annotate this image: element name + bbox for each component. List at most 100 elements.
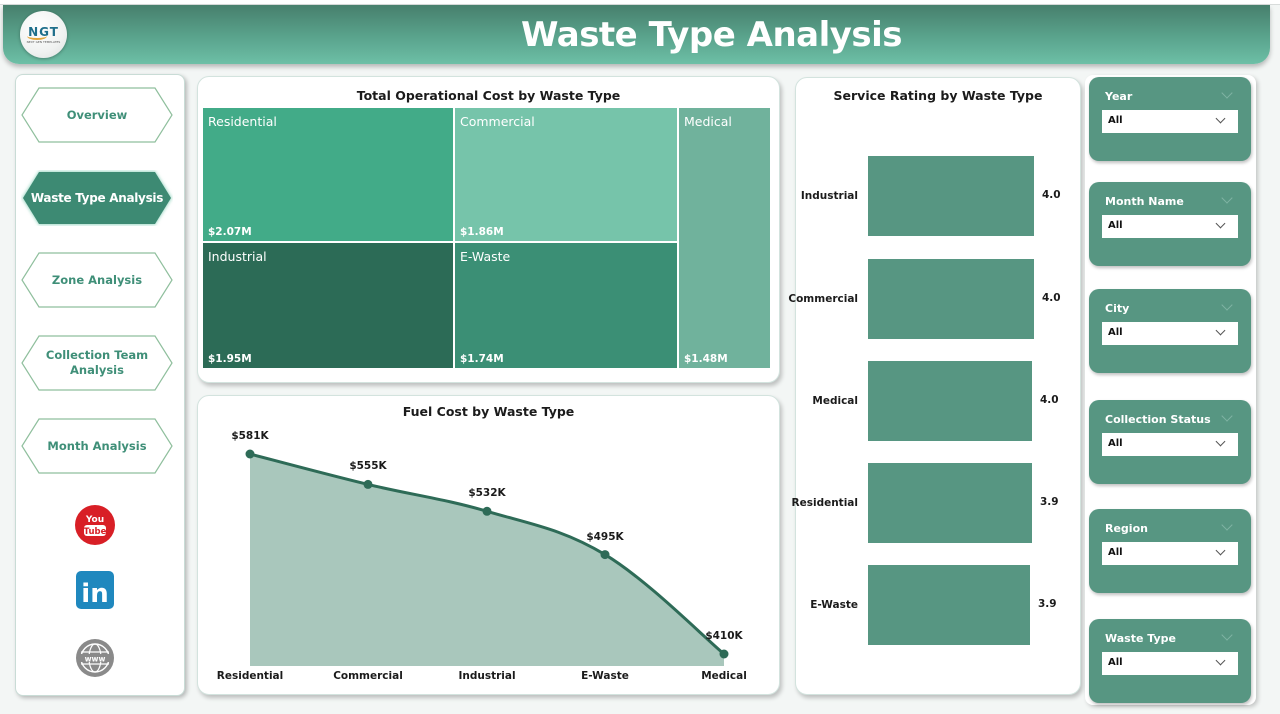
chevron-down-icon	[1215, 218, 1226, 229]
slicer-dropdown[interactable]: All	[1102, 433, 1238, 456]
svg-text:You: You	[85, 515, 104, 525]
logo-swoosh	[27, 32, 47, 40]
logo-subtext: NEXT GEN TEMPLATES	[26, 40, 61, 44]
data-point[interactable]	[482, 506, 492, 516]
x-axis-label: Commercial	[333, 670, 403, 682]
page-title: Waste Type Analysis	[520, 15, 903, 55]
rating-bar[interactable]	[868, 361, 1032, 441]
x-axis-label: E-Waste	[581, 670, 629, 682]
data-point[interactable]	[245, 449, 255, 459]
data-label: $532K	[468, 487, 506, 500]
data-label: $555K	[349, 460, 387, 473]
bar-row: Medical 4.0	[796, 361, 1080, 441]
chevron-down-icon[interactable]	[1221, 192, 1233, 204]
treemap-cell-label: Commercial	[460, 114, 535, 129]
chevron-down-icon	[1215, 655, 1226, 666]
data-label: $581K	[231, 430, 269, 442]
slicer-selected-value: All	[1108, 547, 1123, 558]
slicer-selected-value: All	[1108, 115, 1123, 126]
x-axis-label: Medical	[701, 670, 747, 682]
svg-text:www: www	[85, 655, 106, 664]
page-header: NGT NEXT GEN TEMPLATES Waste Type Analys…	[3, 5, 1270, 64]
nav-label: Waste Type Analysis	[30, 190, 164, 205]
treemap-cell-medical[interactable]: Medical $1.48M	[679, 108, 770, 368]
bar-category-label: Commercial	[788, 293, 858, 305]
rating-bar[interactable]	[868, 259, 1034, 339]
bar-row: E-Waste 3.9	[796, 565, 1080, 645]
bar-category-label: Industrial	[800, 190, 858, 202]
svg-text:Tube: Tube	[84, 527, 107, 537]
service-rating-card: Service Rating by Waste Type Industrial …	[788, 77, 1081, 695]
hexagon-button-shape	[21, 87, 173, 143]
youtube-icon[interactable]: You Tube	[74, 504, 116, 546]
treemap-cell-value: $1.86M	[460, 226, 504, 238]
slicer-dropdown[interactable]: All	[1102, 542, 1238, 565]
hexagon-button-shape	[22, 171, 172, 225]
slicer-selected-value: All	[1108, 220, 1123, 231]
nav-waste-type-analysis-button[interactable]: Waste Type Analysis	[21, 170, 173, 226]
company-logo: NGT NEXT GEN TEMPLATES	[20, 11, 67, 58]
data-point[interactable]	[719, 649, 729, 659]
treemap-cell-label: Residential	[208, 114, 277, 129]
slicer-selected-value: All	[1108, 438, 1123, 449]
x-axis-label: Residential	[216, 670, 284, 682]
hexagon-button-shape	[21, 252, 173, 308]
treemap-cell-residential[interactable]: Residential $2.07M	[203, 108, 453, 241]
nav-overview-button[interactable]: Overview	[21, 87, 173, 143]
slicer-title: City	[1105, 302, 1130, 315]
slicer-waste-type: Waste Type All	[1089, 619, 1251, 703]
nav-month-analysis-button[interactable]: Month Analysis	[21, 418, 173, 474]
chevron-down-icon[interactable]	[1221, 87, 1233, 99]
nav-label: Month Analysis	[47, 438, 147, 453]
globe-www-icon[interactable]: www	[74, 637, 116, 679]
treemap-card: Total Operational Cost by Waste Type Res…	[197, 76, 780, 383]
rating-bar[interactable]	[868, 156, 1034, 236]
chevron-down-icon[interactable]	[1221, 410, 1233, 422]
fuel-cost-title: Fuel Cost by Waste Type	[402, 404, 575, 419]
bar-value-label: 3.9	[1040, 496, 1059, 508]
service-rating-title: Service Rating by Waste Type	[833, 88, 1043, 103]
area-fill	[250, 454, 724, 666]
linkedin-icon[interactable]: in	[74, 569, 116, 611]
nav-zone-analysis-button[interactable]: Zone Analysis	[21, 252, 173, 308]
treemap-cell-value: $2.07M	[208, 226, 252, 238]
chevron-down-icon[interactable]	[1221, 519, 1233, 531]
chevron-down-icon[interactable]	[1221, 299, 1233, 311]
data-label: $495K	[586, 530, 624, 543]
treemap-cell-e-waste[interactable]: E-Waste $1.74M	[455, 243, 677, 368]
treemap-cell-value: $1.95M	[208, 353, 252, 365]
data-point[interactable]	[363, 479, 373, 489]
hexagon-button-shape	[21, 335, 173, 391]
bar-category-label: Medical	[812, 395, 858, 407]
filters-panel: Year All Month Name All City All Collect…	[1085, 75, 1256, 705]
fuel-cost-card: Fuel Cost by Waste Type $581K Residential…	[197, 395, 780, 695]
bar-category-label: E-Waste	[810, 599, 858, 611]
x-axis-label: Industrial	[458, 670, 516, 682]
bar-category-label: Residential	[791, 497, 858, 509]
bar-value-label: 4.0	[1040, 394, 1059, 406]
data-point[interactable]	[600, 550, 610, 560]
slicer-dropdown[interactable]: All	[1102, 322, 1238, 345]
bar-value-label: 3.9	[1038, 598, 1057, 610]
rating-bar[interactable]	[868, 565, 1030, 645]
slicer-dropdown[interactable]: All	[1102, 215, 1238, 238]
chevron-down-icon[interactable]	[1221, 629, 1233, 641]
rating-bar[interactable]	[868, 463, 1032, 543]
treemap-cell-industrial[interactable]: Industrial $1.95M	[203, 243, 453, 368]
slicer-selected-value: All	[1108, 657, 1123, 668]
svg-text:in: in	[81, 579, 108, 609]
treemap-cell-commercial[interactable]: Commercial $1.86M	[455, 108, 677, 241]
chevron-down-icon	[1215, 113, 1226, 124]
chevron-down-icon	[1215, 545, 1226, 556]
window-top-strip	[0, 0, 1280, 5]
slicer-dropdown[interactable]: All	[1102, 652, 1238, 675]
nav-collection-team-analysis-button[interactable]: Collection Team Analysis	[21, 335, 173, 391]
slicer-selected-value: All	[1108, 327, 1123, 338]
bar-row: Commercial 4.0	[788, 259, 1080, 339]
data-label: $410K	[705, 630, 743, 642]
bar-row: Industrial 4.0	[796, 156, 1080, 236]
treemap-title: Total Operational Cost by Waste Type	[356, 88, 621, 103]
slicer-dropdown[interactable]: All	[1102, 110, 1238, 133]
treemap-cell-value: $1.74M	[460, 353, 504, 365]
slicer-title: Year	[1105, 90, 1133, 103]
